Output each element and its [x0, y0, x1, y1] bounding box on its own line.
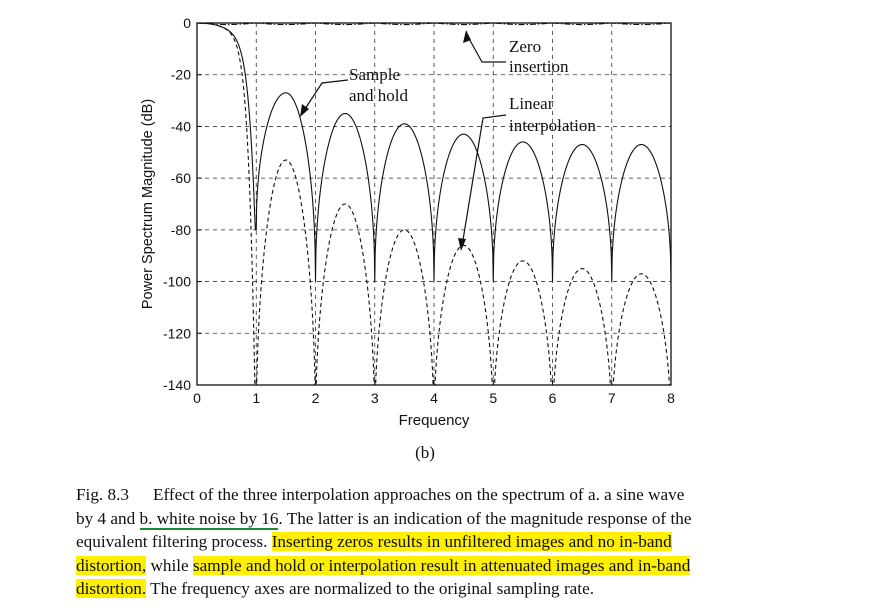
chart-ticks: 0 1 2 3 4 5 6 7 8 0 -20 -40 -60 -80 -100 -120 -140	[163, 15, 675, 406]
highlight-sample-hold: sample and hold or interpolation result …	[192, 555, 691, 575]
series-linear-interpolation	[197, 23, 671, 385]
caption-text-2a: by 4 and	[76, 508, 140, 528]
spectrum-figure: 0 1 2 3 4 5 6 7 8 0 -20 -40 -60 -80 -100 -120 -140 Frequ…	[140, 15, 675, 462]
y-axis-label: Power Spectrum Magnitude (dB)	[140, 99, 156, 309]
y-tick-label: -120	[163, 325, 191, 341]
caption-text-1: Effect of the three interpolation approa…	[153, 485, 685, 504]
arrowhead-sample-hold	[300, 104, 309, 117]
highlight-distortion-2: distortion.	[76, 579, 147, 598]
x-tick-label: 2	[312, 390, 320, 406]
chart-curves	[197, 23, 671, 385]
caption-line-4: distortion, while sample and hold or int…	[76, 554, 796, 578]
y-tick-label: -60	[171, 170, 191, 186]
x-tick-label: 5	[489, 390, 497, 406]
caption-text-3a: equivalent filtering process.	[76, 532, 272, 551]
caption-line-5: distortion. The frequency axes are norma…	[76, 577, 796, 601]
x-tick-label: 3	[371, 390, 379, 406]
chart-grid	[197, 23, 671, 385]
series-zero-insertion	[197, 23, 671, 26]
arrowhead-zero-insertion	[463, 30, 471, 43]
x-tick-label: 7	[608, 390, 616, 406]
caption-line-3: equivalent filtering process. Inserting …	[76, 530, 796, 554]
x-tick-label: 0	[193, 390, 201, 406]
y-tick-label: -140	[163, 377, 191, 393]
caption-text-4-mid: while	[146, 555, 193, 575]
highlight-distortion-1: distortion,	[76, 555, 147, 575]
annotation-zero-insertion-1: Zero	[509, 37, 541, 56]
x-tick-label: 4	[430, 390, 438, 406]
figure-caption: Fig. 8.3 Effect of the three interpolatio…	[76, 483, 796, 601]
arrow-linear-interp	[461, 114, 507, 247]
y-tick-label: 0	[183, 15, 191, 31]
annotation-linear-interp-1: Linear	[509, 94, 554, 113]
x-axis-label: Frequency	[399, 412, 470, 429]
y-tick-label: -100	[163, 274, 191, 290]
x-tick-label: 6	[549, 390, 557, 406]
x-tick-label: 1	[252, 390, 260, 406]
caption-label: Fig. 8.3	[76, 485, 130, 504]
panel-label: (b)	[415, 443, 435, 462]
underlined-white-noise: b. white noise by 16	[139, 508, 279, 530]
annotation-linear-interp-2: interpolation	[509, 116, 596, 135]
arrow-sample-hold	[302, 79, 349, 113]
annotation-sample-hold-2: and hold	[349, 86, 409, 105]
y-tick-label: -40	[171, 118, 191, 134]
annotation-sample-hold-1: Sample	[349, 65, 400, 84]
caption-text-2b: . The latter is an indication of the mag…	[278, 508, 692, 528]
annotation-arrows	[302, 34, 507, 247]
caption-text-5: The frequency axes are normalized to the…	[146, 579, 595, 598]
caption-line-2: by 4 and b. white noise by 16. The latte…	[76, 507, 796, 531]
y-tick-label: -20	[171, 67, 191, 83]
series-sample-and-hold	[197, 23, 671, 282]
arrowhead-linear-interp	[458, 238, 466, 251]
annotation-zero-insertion-2: insertion	[509, 57, 569, 76]
x-tick-label: 8	[667, 390, 675, 406]
caption-line-1: Fig. 8.3 Effect of the three interpolatio…	[76, 483, 796, 507]
arrow-zero-insertion	[466, 34, 506, 63]
highlight-inserting-zeros: Inserting zeros results in unfiltered im…	[271, 532, 672, 551]
arrow-heads	[300, 30, 471, 251]
y-tick-label: -80	[171, 222, 191, 238]
